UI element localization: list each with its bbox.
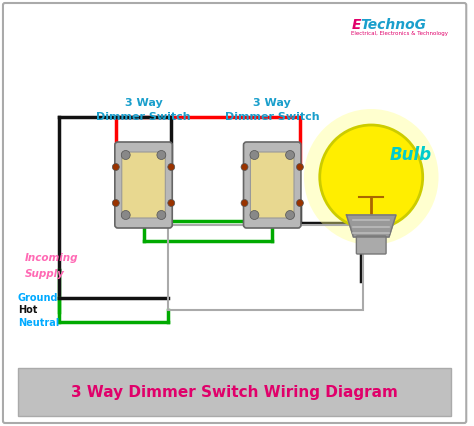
- Circle shape: [241, 164, 248, 170]
- Circle shape: [286, 210, 294, 219]
- FancyBboxPatch shape: [18, 368, 451, 416]
- Polygon shape: [346, 215, 396, 237]
- Circle shape: [112, 164, 119, 170]
- Circle shape: [241, 199, 248, 207]
- Circle shape: [320, 125, 423, 229]
- Circle shape: [121, 150, 130, 159]
- Text: Neutral: Neutral: [18, 318, 59, 328]
- Text: Bulb: Bulb: [390, 146, 432, 164]
- Text: Supply: Supply: [25, 269, 64, 279]
- Circle shape: [121, 210, 130, 219]
- Circle shape: [168, 199, 175, 207]
- FancyBboxPatch shape: [3, 3, 466, 423]
- FancyBboxPatch shape: [122, 152, 165, 218]
- Circle shape: [296, 199, 303, 207]
- Text: Dimmer Switch: Dimmer Switch: [96, 112, 191, 122]
- Circle shape: [296, 164, 303, 170]
- Circle shape: [112, 199, 119, 207]
- FancyBboxPatch shape: [356, 236, 386, 254]
- FancyBboxPatch shape: [250, 152, 294, 218]
- Text: Electrical, Electronics & Technology: Electrical, Electronics & Technology: [351, 31, 448, 36]
- Circle shape: [250, 210, 259, 219]
- Circle shape: [250, 150, 259, 159]
- Text: Dimmer Switch: Dimmer Switch: [225, 112, 319, 122]
- Circle shape: [286, 150, 294, 159]
- Circle shape: [157, 210, 166, 219]
- Text: Hot: Hot: [18, 305, 37, 315]
- Text: TechnoG: TechnoG: [360, 18, 426, 32]
- Text: 3 Way Dimmer Switch Wiring Diagram: 3 Way Dimmer Switch Wiring Diagram: [71, 385, 398, 400]
- Circle shape: [304, 109, 438, 245]
- Text: Incoming: Incoming: [25, 253, 78, 263]
- FancyBboxPatch shape: [115, 142, 172, 228]
- Text: E: E: [351, 18, 361, 32]
- FancyBboxPatch shape: [244, 142, 301, 228]
- Text: 3 Way: 3 Way: [254, 98, 291, 108]
- Circle shape: [168, 164, 175, 170]
- Circle shape: [157, 150, 166, 159]
- Text: 3 Way: 3 Way: [125, 98, 163, 108]
- Text: Ground: Ground: [18, 293, 58, 303]
